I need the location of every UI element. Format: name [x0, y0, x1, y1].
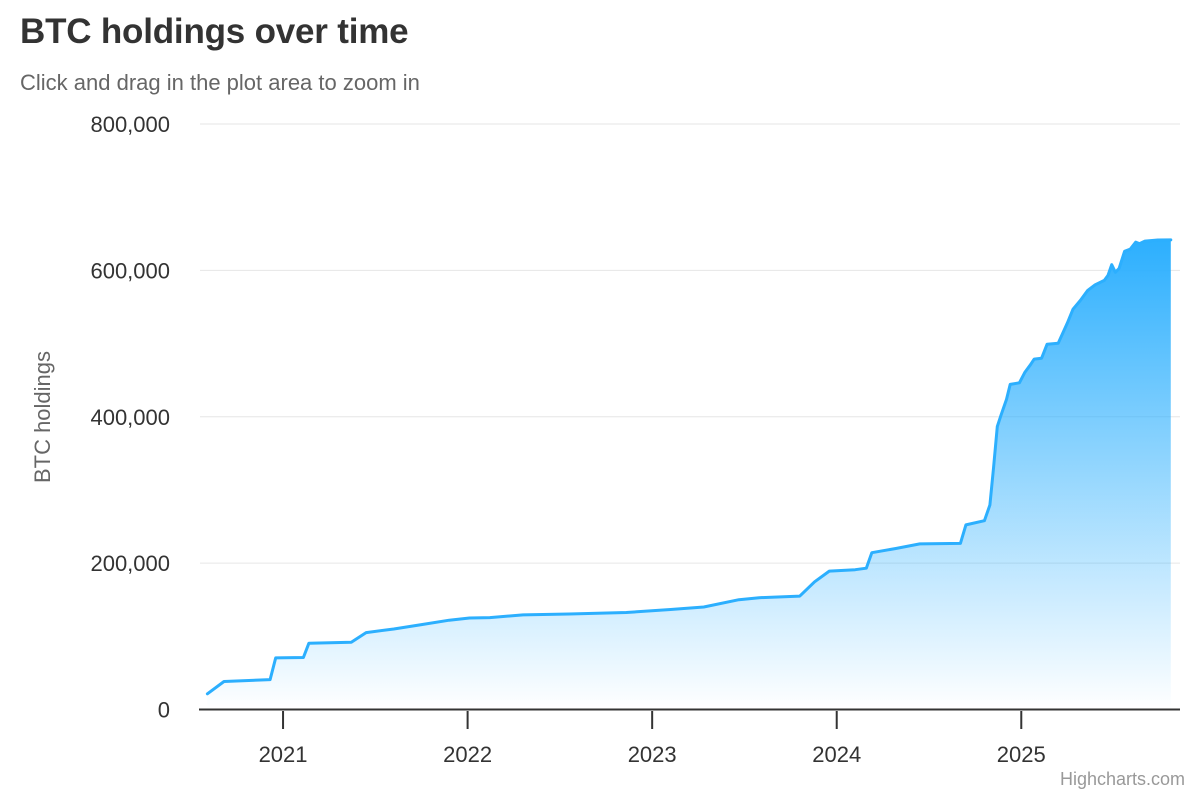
x-tick-label: 2021 [259, 742, 308, 767]
chart-subtitle: Click and drag in the plot area to zoom … [20, 70, 420, 95]
y-tick-label: 800,000 [90, 112, 170, 137]
y-tick-label: 0 [158, 698, 170, 723]
x-tick-label: 2023 [628, 742, 677, 767]
x-tick-label: 2022 [443, 742, 492, 767]
highcharts-credits-link[interactable]: Highcharts.com [1059, 769, 1185, 789]
series-area [207, 239, 1171, 710]
y-tick-label: 400,000 [90, 405, 170, 430]
x-tick-label: 2025 [997, 742, 1046, 767]
chart-title: BTC holdings over time [20, 12, 409, 51]
x-tick-label: 2024 [812, 742, 861, 767]
y-tick-label: 200,000 [90, 551, 170, 576]
y-tick-label: 600,000 [90, 258, 170, 283]
series-line [205, 238, 1173, 696]
